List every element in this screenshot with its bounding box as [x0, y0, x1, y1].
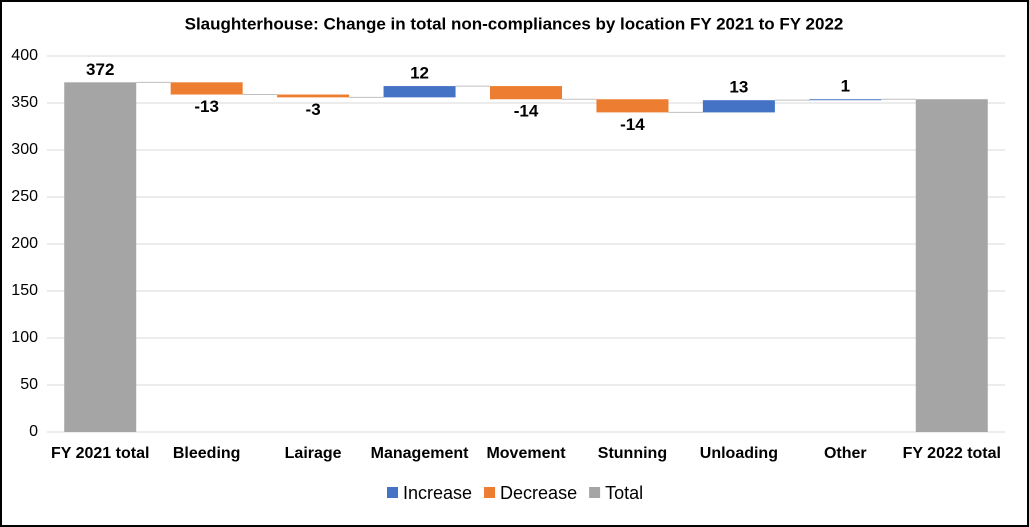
bar: [490, 86, 562, 100]
x-tick-label: Lairage: [285, 445, 342, 462]
y-tick-label: 0: [29, 423, 38, 440]
y-tick-label: 400: [11, 47, 38, 64]
x-tick-label: Other: [824, 445, 867, 462]
data-label: -14: [514, 102, 539, 121]
legend-label: Increase: [403, 483, 472, 503]
data-label: -3: [306, 100, 321, 119]
bar: [596, 99, 669, 113]
y-tick-label: 300: [11, 141, 38, 158]
chart-title: Slaughterhouse: Change in total non-comp…: [185, 14, 844, 33]
y-tick-label: 200: [11, 235, 38, 252]
y-tick-label: 350: [11, 94, 38, 111]
legend-swatch: [589, 487, 601, 498]
data-label: -13: [194, 97, 219, 116]
bar: [277, 94, 350, 98]
y-tick-label: 50: [20, 376, 38, 393]
y-tick-label: 250: [11, 188, 38, 205]
data-label: 1: [841, 77, 850, 96]
y-tick-label: 100: [11, 329, 38, 346]
bar: [702, 100, 775, 113]
bar: [170, 82, 243, 95]
x-tick-label: Management: [371, 445, 469, 462]
x-tick-label: Stunning: [598, 445, 667, 462]
legend-label: Total: [605, 483, 643, 503]
bar: [915, 99, 988, 433]
x-tick-label: Movement: [486, 445, 566, 462]
x-tick-label: Bleeding: [173, 445, 241, 462]
bar: [64, 82, 137, 432]
data-label: 12: [410, 64, 429, 83]
x-tick-label: FY 2021 total: [51, 445, 149, 462]
data-label: 13: [729, 78, 748, 97]
bar: [809, 99, 882, 101]
bar: [383, 86, 456, 98]
y-tick-label: 150: [11, 282, 38, 299]
legend-swatch: [484, 487, 496, 498]
data-label: 372: [86, 60, 114, 79]
legend-swatch: [387, 487, 398, 498]
legend-label: Decrease: [500, 483, 577, 503]
data-label: -14: [620, 115, 645, 134]
x-tick-label: FY 2022 total: [903, 445, 1001, 462]
x-tick-label: Unloading: [700, 445, 778, 462]
